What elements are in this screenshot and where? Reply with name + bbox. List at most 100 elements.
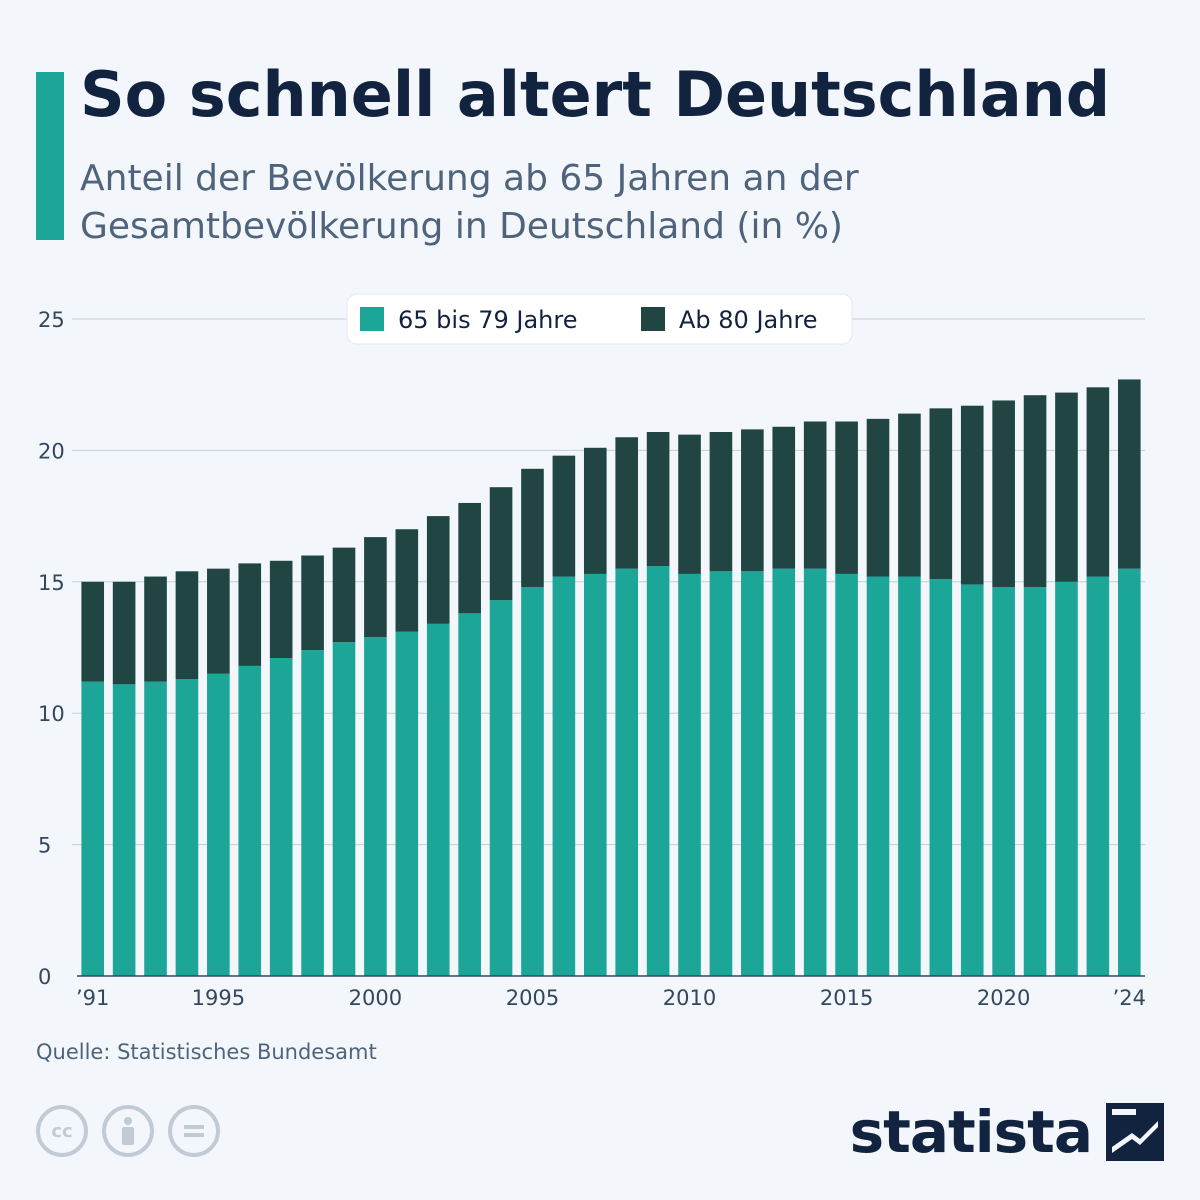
bar-segment-80-plus bbox=[835, 421, 858, 574]
bar-segment-80-plus bbox=[960, 405, 984, 585]
bar-segment-65-79 bbox=[81, 681, 105, 976]
chart-title: So schnell altert Deutschland bbox=[80, 58, 1111, 131]
bar-segment-80-plus bbox=[992, 400, 1015, 588]
legend: 65 bis 79 Jahre Ab 80 Jahre bbox=[346, 293, 853, 345]
x-tick-label: 2010 bbox=[663, 986, 716, 1010]
bar-segment-65-79 bbox=[835, 573, 858, 976]
bar-segment-80-plus bbox=[1055, 392, 1078, 582]
legend-label: 65 bis 79 Jahre bbox=[398, 306, 577, 334]
bar-segment-65-79 bbox=[772, 568, 796, 976]
bar-segment-65-79 bbox=[615, 568, 639, 976]
bar-segment-65-79 bbox=[552, 576, 576, 976]
bar-segment-65-79 bbox=[741, 571, 764, 976]
bar-segment-65-79 bbox=[395, 631, 419, 976]
y-tick-label: 15 bbox=[38, 571, 65, 595]
bar-segment-65-79 bbox=[866, 576, 890, 976]
bar-segment-80-plus bbox=[207, 568, 230, 674]
statista-logo-icon bbox=[1106, 1103, 1164, 1161]
y-tick-label: 25 bbox=[38, 308, 65, 332]
bar-segment-80-plus bbox=[583, 447, 607, 574]
subtitle-line-1: Anteil der Bevölkerung ab 65 Jahren an d… bbox=[80, 158, 859, 199]
bar-segment-80-plus bbox=[615, 437, 639, 569]
bar-segment-80-plus bbox=[929, 408, 953, 580]
bar-segment-80-plus bbox=[144, 576, 167, 682]
bar-segment-80-plus bbox=[238, 563, 262, 666]
bar-segment-80-plus bbox=[395, 529, 419, 632]
person-icon[interactable] bbox=[102, 1105, 154, 1157]
y-tick-label: 20 bbox=[38, 439, 65, 463]
stacked-bar-chart: 0 5 10 15 20 25 ’91 1995 2000 2005 2010 2015 2020 ’24… bbox=[38, 293, 1146, 1010]
bar-segment-80-plus bbox=[489, 487, 513, 601]
bar-segment-80-plus bbox=[1086, 387, 1110, 577]
bar-segment-65-79 bbox=[144, 681, 167, 976]
bar-segment-65-79 bbox=[175, 679, 199, 976]
bar-segment-65-79 bbox=[898, 576, 921, 976]
x-tick-label: 2000 bbox=[349, 986, 402, 1010]
bar-segment-80-plus bbox=[803, 421, 827, 569]
x-tick-label: 2020 bbox=[977, 986, 1030, 1010]
bar-segment-65-79 bbox=[269, 658, 293, 976]
subtitle-line-2: Gesamtbevölkerung in Deutschland (in %) bbox=[80, 206, 843, 247]
bar-segment-80-plus bbox=[552, 455, 576, 577]
bar-segment-80-plus bbox=[269, 560, 293, 659]
x-tick-label: 2005 bbox=[506, 986, 559, 1010]
x-tick-label: 2015 bbox=[820, 986, 873, 1010]
bar-segment-80-plus bbox=[112, 581, 136, 685]
bar-segment-80-plus bbox=[521, 468, 544, 588]
x-tick-label: ’24 bbox=[1113, 986, 1146, 1010]
bar-segment-65-79 bbox=[521, 587, 544, 976]
bar-segment-80-plus bbox=[741, 429, 764, 572]
bar-segment-65-79 bbox=[332, 642, 356, 976]
legend-box bbox=[346, 293, 853, 345]
source-note: Quelle: Statistisches Bundesamt bbox=[36, 1040, 377, 1064]
bar-segment-65-79 bbox=[1055, 581, 1078, 976]
title-accent-bar bbox=[36, 72, 64, 240]
brand-wordmark: statista bbox=[849, 1098, 1093, 1166]
bar-segment-80-plus bbox=[458, 502, 481, 614]
bar-segment-65-79 bbox=[678, 573, 701, 976]
bar-segment-65-79 bbox=[426, 623, 450, 976]
bar-segment-80-plus bbox=[301, 555, 324, 651]
bar-segment-80-plus bbox=[678, 434, 701, 574]
bar-segment-80-plus bbox=[1023, 395, 1047, 588]
bar-segment-80-plus bbox=[426, 516, 450, 624]
bar-segment-65-79 bbox=[992, 587, 1015, 976]
bar-segment-80-plus bbox=[81, 581, 105, 682]
statista-logo[interactable]: statista bbox=[850, 1098, 1164, 1166]
bar-segment-65-79 bbox=[646, 566, 670, 976]
y-tick-label: 0 bbox=[38, 965, 51, 989]
equals-icon[interactable] bbox=[168, 1105, 220, 1157]
bar-segment-65-79 bbox=[709, 571, 733, 976]
bar-segment-65-79 bbox=[1117, 568, 1141, 976]
legend-swatch bbox=[360, 307, 384, 331]
bar-segment-65-79 bbox=[1023, 587, 1047, 976]
bar-segment-80-plus bbox=[866, 418, 890, 577]
bar-segment-80-plus bbox=[364, 537, 387, 637]
bar-segment-80-plus bbox=[332, 547, 356, 643]
legend-swatch bbox=[641, 307, 665, 331]
x-tick-label: 1995 bbox=[192, 986, 245, 1010]
y-tick-label: 5 bbox=[38, 834, 51, 858]
bar-segment-65-79 bbox=[301, 650, 324, 976]
bar-segment-80-plus bbox=[646, 432, 670, 567]
bar-segment-65-79 bbox=[207, 673, 230, 976]
x-tick-label: ’91 bbox=[76, 986, 109, 1010]
bar-segment-65-79 bbox=[112, 684, 136, 976]
bar-segment-65-79 bbox=[929, 579, 953, 976]
bar-segment-80-plus bbox=[709, 432, 733, 572]
license-icons: cc bbox=[36, 1105, 220, 1157]
chart-subtitle: Anteil der Bevölkerung ab 65 Jahren an d… bbox=[80, 155, 900, 251]
bar-segment-65-79 bbox=[364, 636, 387, 976]
y-tick-label: 10 bbox=[38, 702, 65, 726]
cc-icon[interactable]: cc bbox=[36, 1105, 88, 1157]
bar-segment-65-79 bbox=[238, 665, 262, 976]
bar-segment-65-79 bbox=[458, 613, 481, 976]
bar-segment-80-plus bbox=[175, 571, 199, 680]
bar-segment-80-plus bbox=[1117, 379, 1141, 569]
bar-segment-80-plus bbox=[898, 413, 921, 577]
bar-segment-65-79 bbox=[489, 600, 513, 976]
bar-segment-65-79 bbox=[960, 584, 984, 976]
bar-segment-80-plus bbox=[772, 426, 796, 569]
bar-segment-65-79 bbox=[803, 568, 827, 976]
legend-label: Ab 80 Jahre bbox=[679, 306, 818, 334]
